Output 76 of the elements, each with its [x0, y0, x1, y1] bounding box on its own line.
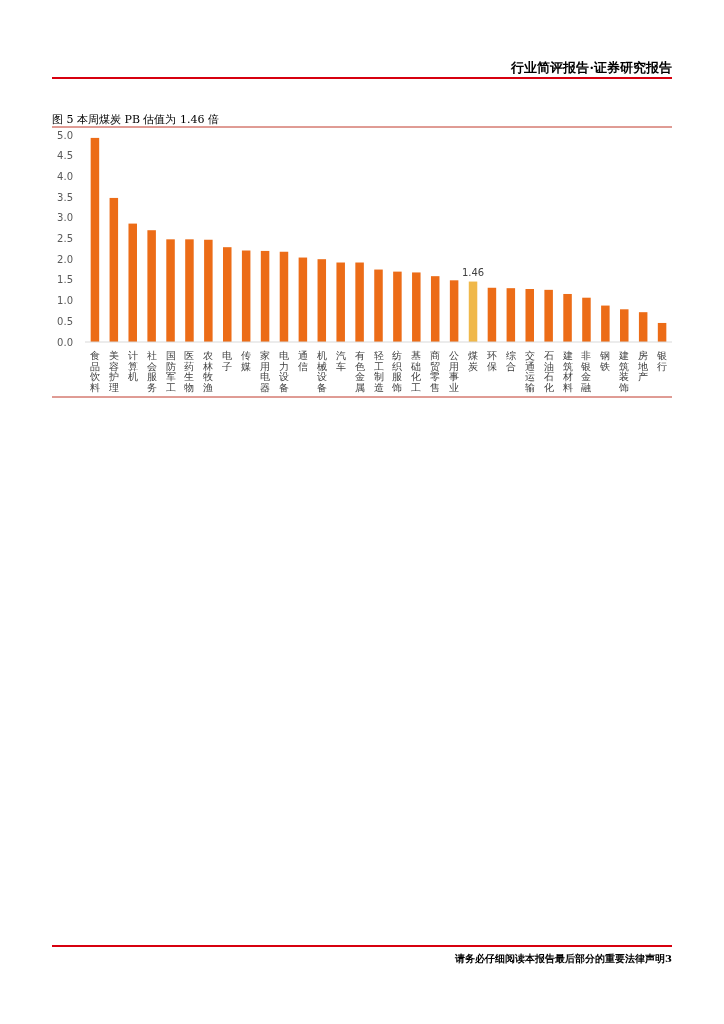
x-tick-label: 电力设备	[278, 350, 289, 393]
x-tick-label: 煤炭	[468, 350, 479, 372]
x-tick-label: 有色金属	[354, 350, 365, 393]
x-tick-label: 医药生物	[184, 350, 195, 393]
bar	[355, 262, 364, 342]
bar	[412, 272, 421, 342]
x-tick-label: 汽车	[335, 350, 346, 372]
x-tick-label: 环保	[486, 350, 497, 372]
x-tick-label: 钢铁	[599, 350, 611, 372]
x-tick-label: 传媒	[241, 350, 252, 372]
bar	[582, 297, 591, 342]
y-tick-label: 2.5	[57, 233, 73, 244]
x-tick-label: 非银金融	[580, 350, 592, 393]
x-tick-label: 房地产	[637, 350, 649, 382]
y-tick-label: 4.5	[57, 150, 73, 162]
y-tick-label: 5.0	[57, 129, 73, 141]
y-tick-label: 3.5	[57, 191, 73, 203]
bar	[374, 269, 383, 342]
bar	[468, 281, 478, 342]
x-tick-label: 石油石化	[543, 350, 554, 393]
x-tick-label: 机械设备	[316, 350, 327, 393]
bar	[393, 271, 402, 342]
x-tick-label: 纺织服饰	[391, 350, 403, 393]
x-tick-label: 公用事业	[449, 350, 460, 393]
bar	[525, 289, 534, 342]
x-tick-label: 建筑材料	[561, 350, 573, 393]
bar	[317, 259, 327, 342]
bar	[128, 223, 137, 342]
x-tick-label: 计算机	[127, 350, 138, 382]
x-tick-label: 商贸零售	[430, 350, 441, 393]
y-tick-label: 3.0	[57, 212, 73, 224]
bar	[544, 289, 553, 342]
bar	[241, 250, 251, 342]
chart-title: 图 5 本周煤炭 PB 估值为 1.46 倍	[52, 113, 219, 126]
x-tick-label: 银行	[656, 350, 668, 372]
bar	[260, 250, 270, 342]
bar	[147, 230, 156, 342]
x-tick-label: 社会服务	[146, 350, 157, 393]
bar	[223, 247, 232, 342]
x-tick-label: 综合	[505, 350, 516, 372]
bar	[449, 280, 459, 342]
bar	[506, 288, 516, 342]
x-tick-label: 基础化工	[410, 350, 422, 393]
x-tick-label: 建筑装饰	[618, 350, 630, 393]
x-tick-label: 国防军工	[165, 350, 176, 393]
x-tick-label: 食品饮料	[88, 350, 100, 393]
bar	[109, 197, 119, 342]
bar	[430, 276, 440, 342]
x-tick-label: 美容护理	[107, 350, 119, 393]
x-tick-label: 通信	[297, 350, 308, 372]
x-tick-label: 农林牧渔	[202, 350, 214, 393]
y-tick-label: 1.5	[57, 274, 73, 286]
bar	[279, 251, 289, 342]
bar	[185, 239, 194, 342]
bar	[298, 257, 308, 342]
y-tick-label: 1.0	[57, 295, 73, 307]
y-tick-label: 2.0	[57, 253, 73, 265]
bar	[90, 137, 100, 342]
bar	[336, 262, 345, 342]
y-tick-label: 4.0	[57, 170, 73, 182]
text: 行业简评报告·证券研究报告	[510, 60, 672, 75]
x-tick-label: 轻工制造	[373, 350, 384, 393]
bar	[487, 287, 497, 342]
x-tick-label: 交通运输	[524, 350, 535, 393]
x-tick-label: 电子	[222, 350, 233, 372]
bar	[601, 305, 610, 342]
bar	[563, 293, 572, 342]
y-tick-label: 0.0	[57, 336, 73, 348]
bar	[638, 312, 648, 342]
bar	[166, 239, 175, 342]
bar	[204, 239, 213, 342]
x-tick-label: 家用电器	[260, 350, 271, 393]
bar	[620, 309, 629, 342]
y-tick-label: 0.5	[57, 315, 73, 327]
text: 请务必仔细阅读本报告最后部分的重要法律声明3	[454, 953, 673, 964]
data-label: 1.46	[461, 266, 485, 278]
